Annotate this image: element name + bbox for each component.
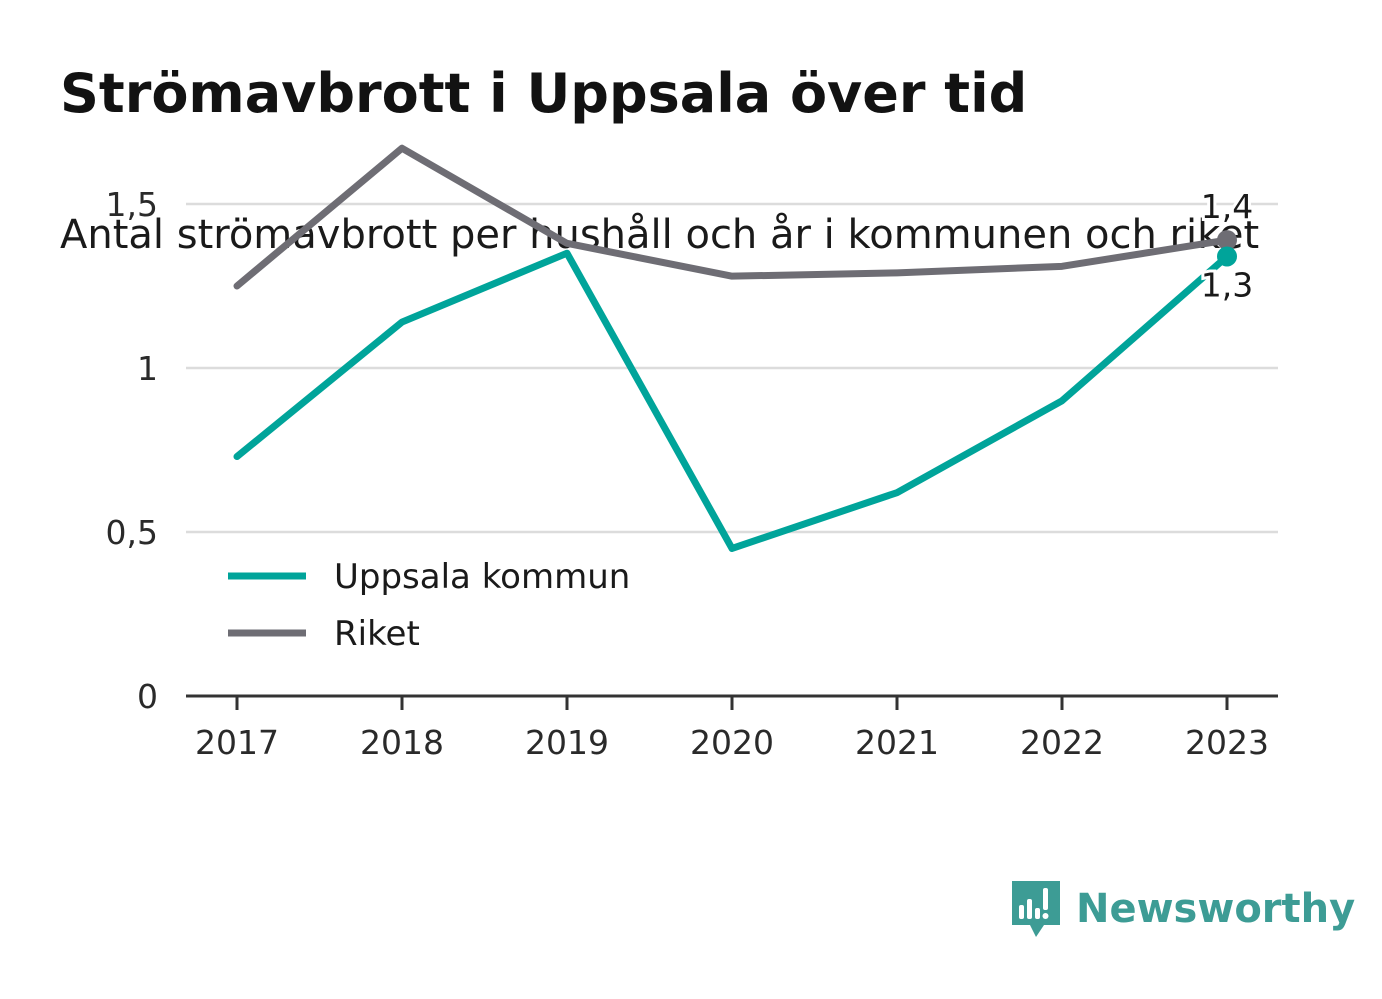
y-tick-label: 0 xyxy=(137,677,158,716)
brand: Newsworthy xyxy=(1010,878,1355,940)
x-tick-label: 2017 xyxy=(195,723,279,762)
data-label-uppsala: 1,3 xyxy=(1201,265,1253,304)
series-line-uppsala xyxy=(233,249,1231,552)
newsworthy-logo-icon xyxy=(1012,881,1060,937)
data-label-riket: 1,4 xyxy=(1201,187,1253,226)
chart-title: Strömavbrott i Uppsala över tid xyxy=(60,62,1028,125)
y-tick-label: 1,5 xyxy=(106,185,158,224)
x-tick-label: 2022 xyxy=(1020,723,1104,762)
legend-label: Riket xyxy=(334,614,420,654)
series-end-point xyxy=(1217,246,1237,267)
x-tick-label: 2018 xyxy=(360,723,444,762)
x-tick-label: 2019 xyxy=(525,723,609,762)
chart-subtitle: Antal strömavbrott per hushåll och år i … xyxy=(60,212,1260,258)
y-tick-label: 1 xyxy=(137,349,158,388)
series-end-point xyxy=(1217,230,1237,251)
x-tick-label: 2021 xyxy=(855,723,939,762)
x-tick-label: 2023 xyxy=(1185,723,1269,762)
brand-name: Newsworthy xyxy=(1076,886,1356,932)
y-tick-label: 0,5 xyxy=(106,513,158,552)
legend-label: Uppsala kommun xyxy=(334,557,630,597)
series-line-riket xyxy=(233,144,1231,290)
x-tick-label: 2020 xyxy=(690,723,774,762)
legend-background xyxy=(212,545,660,615)
